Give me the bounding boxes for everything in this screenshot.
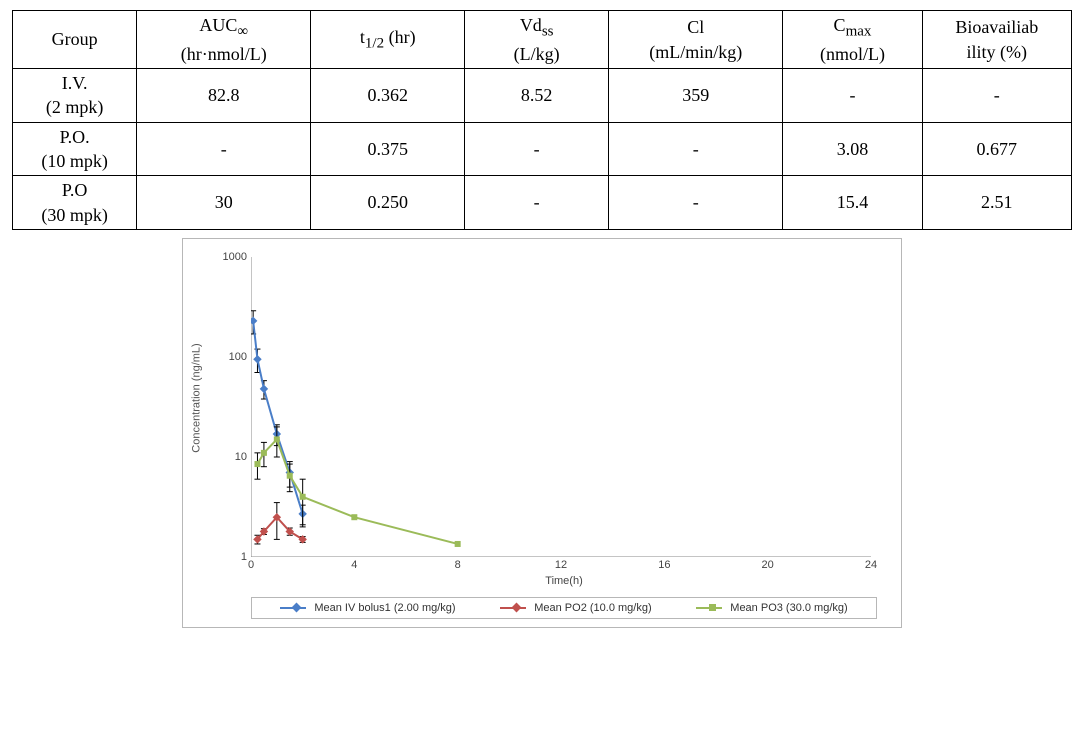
y-tick-label: 10 [235,451,247,463]
value-cell: 0.375 [311,122,465,176]
value-cell: 359 [609,69,783,123]
value-cell: 8.52 [465,69,609,123]
value-cell: - [609,122,783,176]
group-cell: P.O.(10 mpk) [13,122,137,176]
legend-label: Mean PO3 (30.0 mg/kg) [730,602,847,614]
value-cell: - [465,122,609,176]
value-cell: - [137,122,311,176]
x-axis: Time(h) 0 4 8 12 16 20 24 [251,557,877,591]
legend-label: Mean PO2 (10.0 mg/kg) [534,602,651,614]
value-cell: 2.51 [922,176,1071,230]
group-cell: I.V.(2 mpk) [13,69,137,123]
value-cell: 0.362 [311,69,465,123]
pk-parameters-table: GroupAUC∞(hr·nmol/L)t1/2 (hr)Vdss(L/kg)C… [12,10,1072,230]
value-cell: 15.4 [783,176,922,230]
legend-label: Mean IV bolus1 (2.00 mg/kg) [314,602,455,614]
y-tick-label: 100 [229,351,247,363]
table-header-row: GroupAUC∞(hr·nmol/L)t1/2 (hr)Vdss(L/kg)C… [13,11,1072,69]
chart-legend: Mean IV bolus1 (2.00 mg/kg) Mean PO2 (10.… [251,597,877,619]
legend-item: Mean PO2 (10.0 mg/kg) [500,602,651,614]
x-tick-label: 4 [351,559,357,571]
table-row: P.O.(10 mpk)-0.375--3.080.677 [13,122,1072,176]
y-axis-ticks: 1101001000 [211,239,251,557]
x-tick-label: 8 [455,559,461,571]
value-cell: - [465,176,609,230]
table-row: P.O(30 mpk)300.250--15.42.51 [13,176,1072,230]
y-axis-label: Concentration (ng/mL) [191,343,203,452]
x-tick-label: 12 [555,559,567,571]
value-cell: 0.677 [922,122,1071,176]
group-cell: P.O(30 mpk) [13,176,137,230]
table-header-cell: Vdss(L/kg) [465,11,609,69]
table-header-cell: Group [13,11,137,69]
x-tick-label: 20 [762,559,774,571]
table-row: I.V.(2 mpk)82.80.3628.52359-- [13,69,1072,123]
value-cell: 0.250 [311,176,465,230]
table-header-cell: Bioavailiability (%) [922,11,1071,69]
x-tick-label: 24 [865,559,877,571]
concentration-time-chart: Concentration (ng/mL) 1 10 100 1000 Time(h)… [182,238,902,628]
y-tick-label: 1 [241,551,247,563]
value-cell: - [922,69,1071,123]
table-header-cell: AUC∞(hr·nmol/L) [137,11,311,69]
table-header-cell: t1/2 (hr) [311,11,465,69]
x-tick-label: 0 [248,559,254,571]
x-tick-label: 16 [658,559,670,571]
legend-swatch [696,607,722,609]
legend-item: Mean IV bolus1 (2.00 mg/kg) [280,602,455,614]
value-cell: 30 [137,176,311,230]
value-cell: - [783,69,922,123]
plot-svg [251,257,871,557]
legend-item: Mean PO3 (30.0 mg/kg) [696,602,847,614]
value-cell: 82.8 [137,69,311,123]
y-tick-label: 1000 [223,251,247,263]
table-header-cell: Cmax(nmol/L) [783,11,922,69]
value-cell: 3.08 [783,122,922,176]
value-cell: - [609,176,783,230]
x-axis-label: Time(h) [545,575,582,587]
plot-area [251,257,877,557]
table-header-cell: Cl(mL/min/kg) [609,11,783,69]
